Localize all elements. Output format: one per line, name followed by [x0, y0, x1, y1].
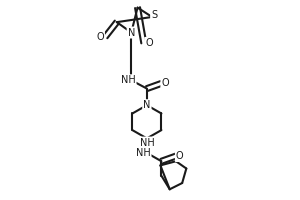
Text: NH: NH [121, 75, 136, 85]
Text: N: N [143, 100, 151, 110]
Text: O: O [96, 32, 104, 42]
Text: O: O [161, 78, 169, 88]
Text: NH: NH [140, 138, 154, 148]
Text: O: O [145, 38, 153, 48]
Text: N: N [128, 28, 135, 38]
Text: NH: NH [136, 148, 151, 158]
Text: S: S [151, 10, 157, 20]
Text: O: O [176, 151, 184, 161]
